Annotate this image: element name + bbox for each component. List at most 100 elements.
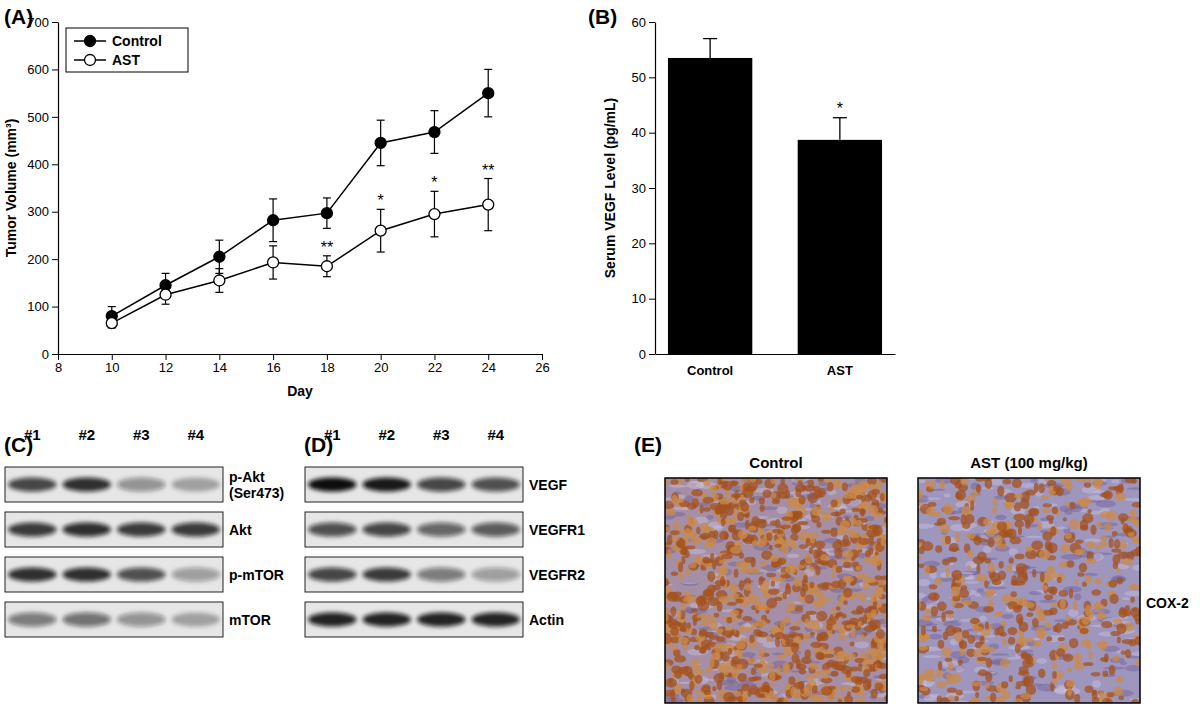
blot-strip: [5, 467, 223, 502]
ihc-stained-cell: [795, 620, 800, 626]
ihc-stained-cell: [809, 532, 818, 539]
ihc-stroma: [1132, 565, 1140, 571]
ihc-stained-cell: [726, 617, 732, 623]
ihc-stained-cell: [858, 538, 870, 545]
ihc-stained-cell: [673, 650, 681, 657]
ihc-stained-cell: [730, 481, 738, 487]
blot-label: p-Akt(Ser473): [229, 469, 284, 501]
ihc-stained-cell: [930, 606, 938, 617]
y-axis: 0100200300400500600700: [27, 15, 58, 362]
ihc-stained-cell: [668, 592, 675, 598]
blot-band: [8, 613, 57, 627]
ihc-stained-cell: [871, 558, 881, 567]
ihc-stained-cell: [724, 505, 734, 516]
legend: ControlAST: [66, 28, 188, 72]
ihc-stained-cell: [877, 588, 882, 598]
ihc-stained-cell: [718, 662, 730, 672]
ihc-stained-cell: [749, 521, 757, 531]
ihc-stained-cell: [714, 643, 724, 653]
ihc-stained-cell: [935, 578, 943, 585]
ihc-stained-cell: [817, 560, 828, 565]
ihc-stained-cell: [802, 584, 809, 592]
ihc-stained-cell: [815, 566, 820, 576]
ihc-stained-cell: [851, 610, 861, 615]
ihc-stained-cell: [868, 648, 880, 656]
ihc-stained-cell: [734, 541, 740, 546]
error-bar-segment: [703, 38, 717, 39]
legend-frame: [66, 28, 188, 72]
ihc-stained-cell: [831, 573, 835, 579]
series-line: [112, 93, 488, 316]
ihc-stained-cell: [881, 537, 886, 546]
ihc-stained-cell: [737, 673, 747, 682]
ihc-stained-cell: [742, 616, 752, 621]
ihc-stained-cell: [877, 600, 882, 607]
ihc-stained-cell: [1080, 628, 1089, 634]
blot-label: VEGFR1: [529, 522, 585, 538]
y-tick: 0: [639, 347, 655, 362]
ihc-stained-cell: [758, 669, 766, 674]
lane-label: #1: [324, 426, 341, 443]
error-bar-segment: [377, 251, 385, 252]
ihc-stroma: [1124, 498, 1140, 501]
ihc-stained-cell: [863, 669, 870, 677]
y-tick-mark: [649, 188, 655, 189]
ihc-stained-cell: [728, 648, 732, 655]
ihc-stained-cell: [749, 595, 760, 604]
ihc-stained-cell: [850, 642, 855, 647]
ihc-stained-cell: [818, 488, 826, 498]
ihc-stained-cell: [825, 597, 830, 602]
y-tick-mark: [52, 307, 58, 308]
y-tick-label: 50: [632, 70, 646, 85]
ihc-stained-cell: [1046, 636, 1052, 641]
blot-band: [308, 568, 357, 582]
x-tick-label: 12: [159, 360, 173, 375]
x-tick: 8: [55, 354, 62, 375]
ihc-stained-cell: [940, 480, 945, 489]
ihc-stained-cell: [748, 658, 757, 664]
ihc-stained-cell: [676, 683, 682, 693]
ihc-stained-cell: [839, 686, 845, 692]
ihc-stained-cell: [777, 666, 781, 675]
ihc-stroma: [1068, 609, 1079, 617]
y-tick: 400: [27, 157, 58, 172]
ihc-stroma: [686, 481, 704, 489]
error-bar-segment: [839, 118, 840, 140]
ihc-stained-cell: [759, 648, 765, 657]
y-tick-mark: [52, 22, 58, 23]
ihc-stained-cell: [869, 534, 874, 543]
ihc-stained-cell: [769, 545, 773, 551]
ihc-stained-cell: [786, 583, 790, 589]
ihc-stained-cell: [788, 676, 795, 685]
ihc-stained-cell: [843, 600, 848, 605]
y-tick-mark: [52, 354, 58, 355]
ihc-stained-cell: [736, 599, 744, 604]
ihc-stained-cell: [869, 664, 875, 671]
ihc-stained-cell: [871, 593, 878, 603]
ihc-stained-cell: [941, 612, 945, 622]
ihc-stained-cell: [705, 667, 712, 673]
ihc-stained-cell: [823, 654, 834, 658]
ihc-stained-cell: [689, 563, 697, 568]
ihc-stained-cell: [880, 493, 885, 501]
blot-band: [472, 478, 521, 492]
ihc-stained-cell: [748, 677, 758, 682]
blot-band: [363, 478, 412, 492]
ihc-stroma: [1125, 665, 1140, 672]
ihc-stained-cell: [709, 635, 721, 639]
ihc-stroma: [1132, 652, 1140, 657]
ihc-stained-cell: [707, 571, 715, 582]
ihc-stained-cell: [843, 535, 849, 546]
ihc-stroma: [1031, 478, 1038, 482]
ihc-stained-cell: [826, 618, 836, 625]
x-tick-mark: [58, 354, 59, 360]
ihc-stained-cell: [1112, 655, 1119, 661]
ihc-stained-cell: [749, 568, 761, 574]
x-tick-mark: [219, 354, 220, 360]
ihc-stained-cell: [691, 489, 703, 497]
ihc-stained-cell: [872, 525, 882, 536]
ihc-stained-cell: [806, 538, 810, 543]
ihc-stained-cell: [975, 692, 979, 698]
ihc-stroma: [859, 553, 865, 559]
ihc-stained-cell: [763, 581, 770, 586]
